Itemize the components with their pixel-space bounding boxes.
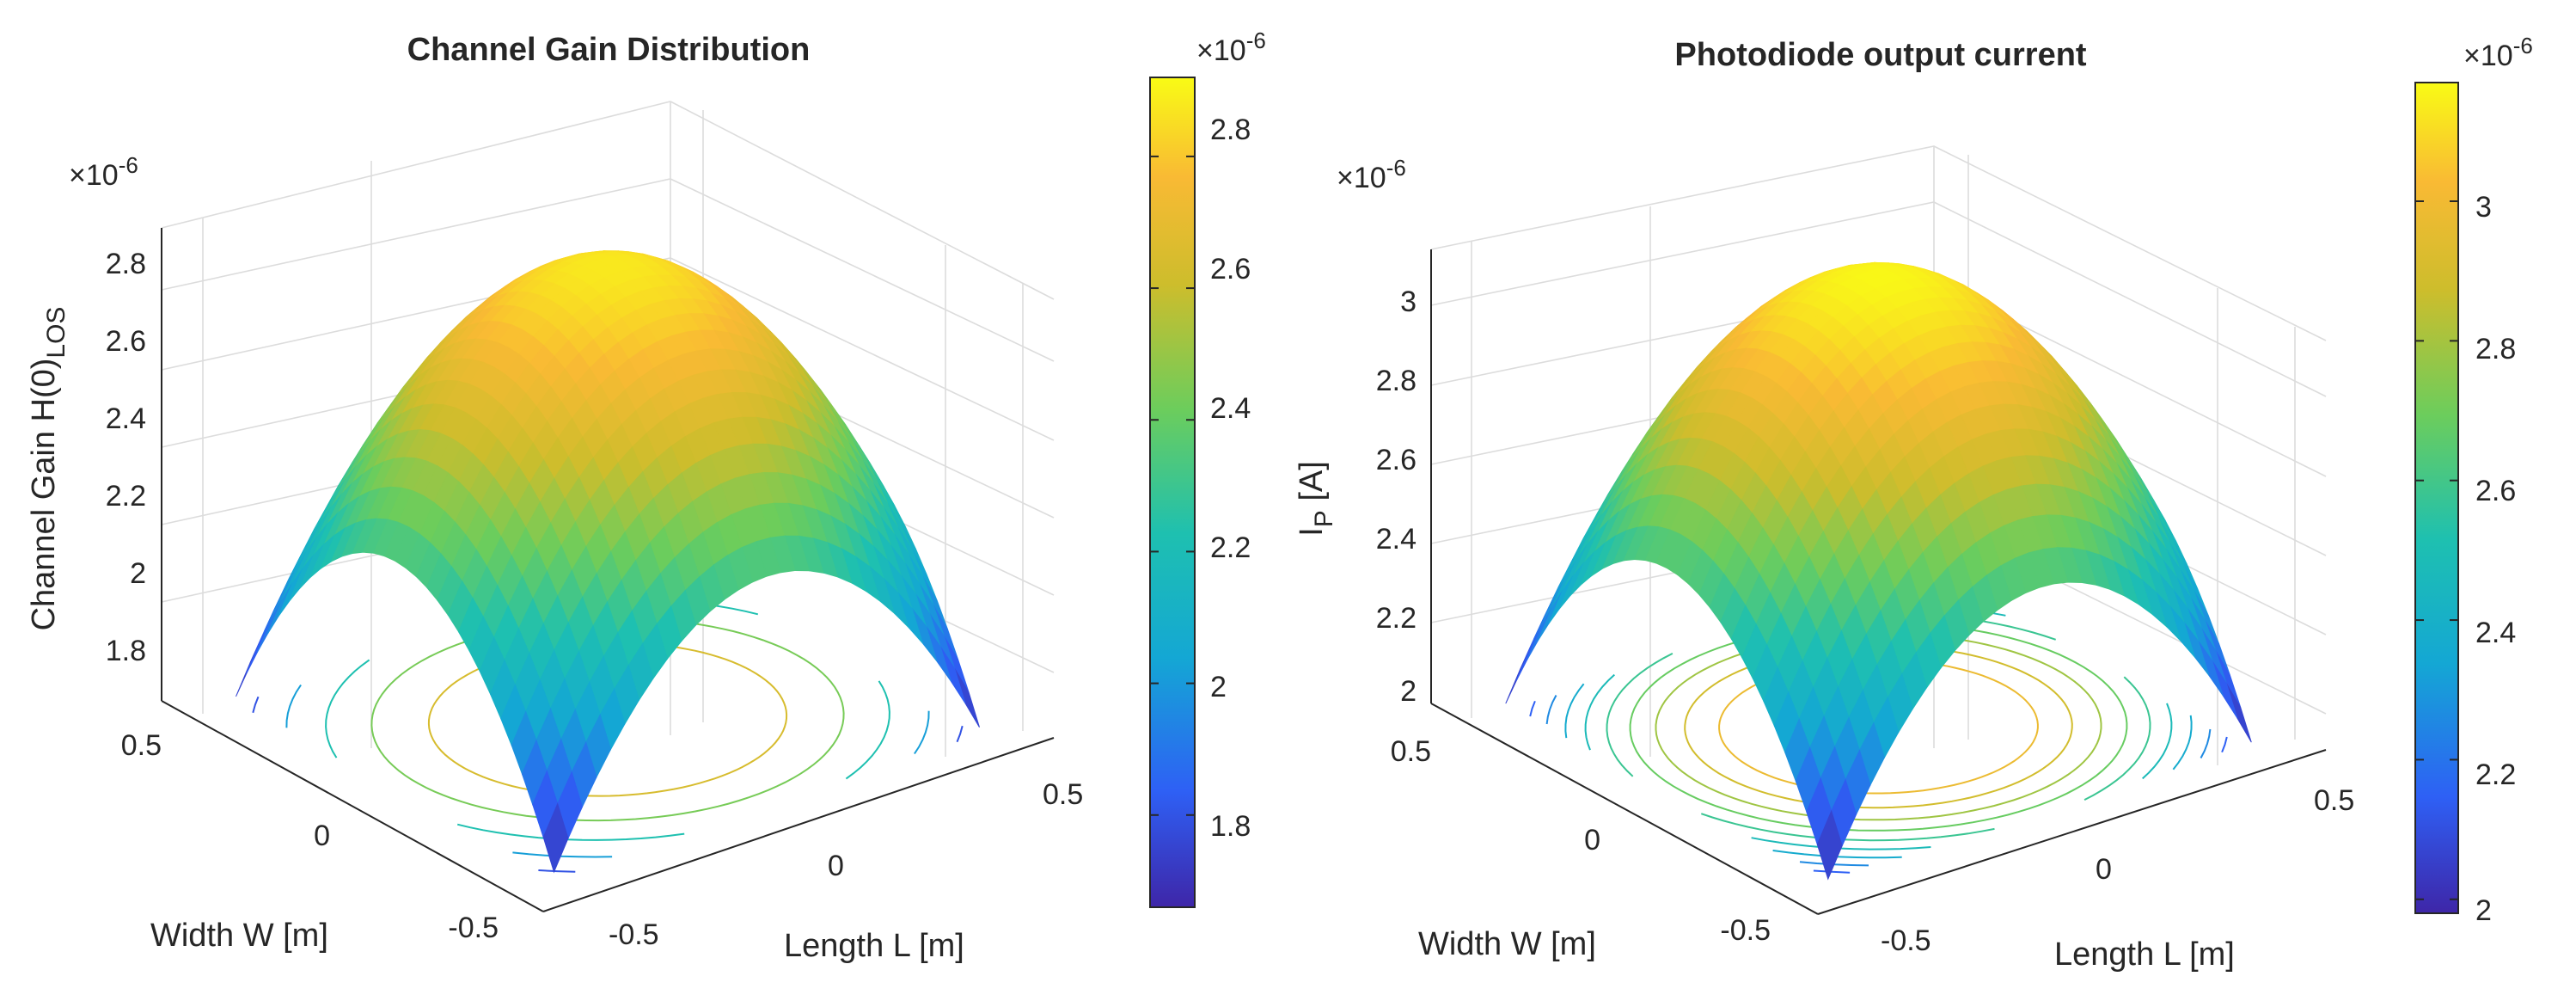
contour-line xyxy=(325,659,370,758)
surface-patch xyxy=(954,668,980,728)
y-tick-label: 0 xyxy=(1584,824,1600,857)
colorbar-tick-label: 2.8 xyxy=(1210,114,1251,146)
contour-line xyxy=(2142,703,2173,780)
x-axis-label: Length L [m] xyxy=(784,928,964,964)
z-tick-label: 2.2 xyxy=(106,480,146,513)
surface-patch xyxy=(2225,683,2252,743)
colorbar-tick-label: 2 xyxy=(2475,894,2492,927)
colorbar-exponent: ×10-6 xyxy=(2463,33,2533,72)
surface-patch xyxy=(1816,809,1843,881)
z-tick-label: 2.6 xyxy=(1376,444,1416,476)
chart-photodiode-current: Photodiode output current 3 2.8 2.6 2.4 … xyxy=(1294,33,2533,973)
y-tick-label: 0 xyxy=(314,820,330,852)
contour-line xyxy=(285,684,302,728)
contour-line xyxy=(2200,728,2212,758)
colorbar-tick-label: 2.6 xyxy=(2475,475,2516,507)
chart-title: Photodiode output current xyxy=(1674,37,2087,73)
z-tick-label: 2.4 xyxy=(106,402,146,435)
contour-line xyxy=(252,696,260,714)
y-tick-label: -0.5 xyxy=(448,912,499,944)
x-tick-label: 0 xyxy=(2096,853,2112,886)
x-tick-label: -0.5 xyxy=(609,918,659,951)
contour-line xyxy=(1545,695,1557,725)
x-tick-label: 0 xyxy=(828,850,844,882)
z-exponent: ×10-6 xyxy=(1337,155,1406,194)
surface-patch xyxy=(542,802,569,874)
x-tick-label: 0.5 xyxy=(1043,778,1083,811)
contour-line xyxy=(1564,683,1585,739)
y-axis-label: Width W [m] xyxy=(1418,926,1596,962)
contour-line xyxy=(914,710,930,755)
colorbar-tick-label: 3 xyxy=(2475,191,2492,224)
contour-line xyxy=(512,851,613,858)
contour-line xyxy=(1606,653,1673,777)
contour-line xyxy=(2221,736,2228,753)
colorbar: 3 2.8 2.6 2.4 2.2 2 ×10-6 xyxy=(2414,33,2533,927)
colorbar-exponent: ×10-6 xyxy=(1196,28,1266,67)
y-tick-label: -0.5 xyxy=(1720,914,1771,947)
z-tick-label: 2 xyxy=(1400,675,1416,708)
z-axis-label: Channel Gain H(0)LOS xyxy=(26,307,70,631)
y-axis: 0.5 0 -0.5 Width W [m] xyxy=(121,700,544,954)
colorbar-tick-label: 2.4 xyxy=(2475,617,2516,649)
y-tick-label: 0.5 xyxy=(121,729,162,762)
contour-line xyxy=(538,869,576,873)
z-tick-label: 2.4 xyxy=(1376,523,1416,556)
z-tick-label: 1.8 xyxy=(106,635,146,667)
z-tick-label: 2.8 xyxy=(106,248,146,280)
x-axis: -0.5 0 0.5 Length L [m] xyxy=(542,737,1083,964)
z-tick-label: 3 xyxy=(1400,286,1416,318)
x-axis: -0.5 0 0.5 Length L [m] xyxy=(1817,749,2354,973)
colorbar-gradient xyxy=(2414,82,2459,914)
contour-line xyxy=(2172,715,2193,771)
z-tick-label: 2 xyxy=(130,557,146,590)
surface xyxy=(236,250,980,874)
chart-channel-gain: Channel Gain Distribution 2.8 2.6 2.4 2.… xyxy=(26,28,1266,964)
x-tick-label: 0.5 xyxy=(2314,784,2354,817)
z-axis: 3 2.8 2.6 2.4 2.2 2 ×10-6 IP [A] xyxy=(1294,155,1432,708)
x-axis-label: Length L [m] xyxy=(2054,936,2235,973)
y-tick-label: 0.5 xyxy=(1391,735,1431,768)
contour-line xyxy=(1584,673,1615,751)
colorbar-gradient xyxy=(1149,77,1196,908)
z-axis: 2.8 2.6 2.4 2.2 2 1.8 ×10-6 Channel Gain… xyxy=(26,152,162,701)
z-tick-label: 2.8 xyxy=(1376,365,1416,397)
z-exponent: ×10-6 xyxy=(69,152,138,192)
contour-line xyxy=(2083,676,2151,801)
colorbar-tick-label: 2.6 xyxy=(1210,253,1251,286)
z-axis-label: IP [A] xyxy=(1294,461,1338,537)
colorbar-tick-label: 2.2 xyxy=(1210,531,1251,564)
z-tick-label: 2.2 xyxy=(1376,602,1416,635)
z-tick-label: 2.6 xyxy=(106,325,146,358)
colorbar-tick-label: 2.4 xyxy=(1210,392,1251,425)
contour-line xyxy=(956,725,964,743)
contour-line xyxy=(845,680,890,780)
colorbar-tick-label: 2.2 xyxy=(2475,758,2516,791)
colorbar: 2.8 2.6 2.4 2.2 2 1.8 ×10-6 xyxy=(1149,28,1266,908)
surface xyxy=(1505,261,2252,881)
colorbar-tick-label: 2.8 xyxy=(2475,333,2516,365)
colorbar-tick-label: 1.8 xyxy=(1210,810,1251,843)
y-axis-label: Width W [m] xyxy=(150,918,328,954)
x-tick-label: -0.5 xyxy=(1881,924,1931,957)
chart-title: Channel Gain Distribution xyxy=(407,32,811,68)
y-axis: 0.5 0 -0.5 Width W [m] xyxy=(1391,703,1819,962)
contour-line xyxy=(1529,700,1536,717)
colorbar-tick-label: 2 xyxy=(1210,671,1227,703)
surface-patch xyxy=(267,582,293,635)
